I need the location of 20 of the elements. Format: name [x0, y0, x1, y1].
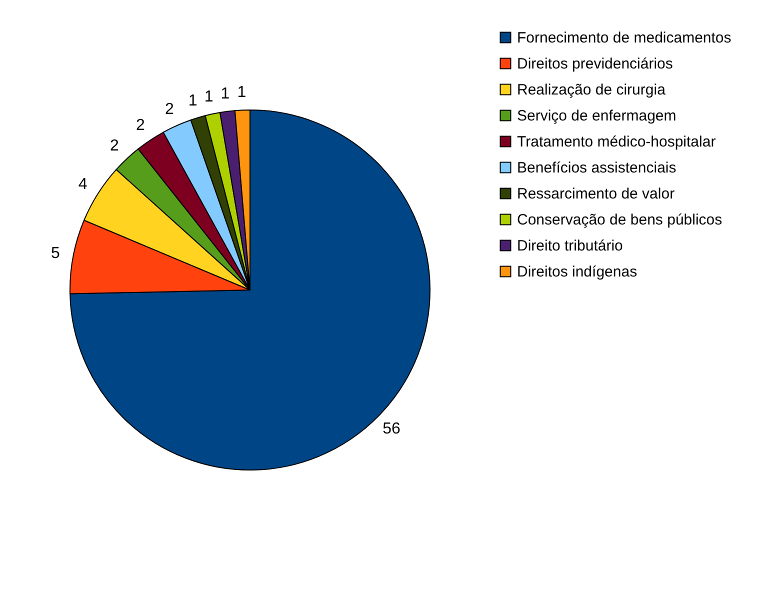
data-label: 1 [220, 86, 230, 103]
legend-label: Tratamento médico-hospitalar [517, 134, 716, 150]
data-label: 5 [51, 244, 60, 262]
legend-label: Direitos previdenciários [517, 56, 673, 72]
legend-label: Conservação de bens públicos [517, 212, 722, 228]
data-label: 1 [204, 88, 214, 106]
data-label: 2 [110, 138, 120, 155]
legend-label: Direito tributário [517, 238, 623, 254]
legend-label: Serviço de enfermagem [517, 108, 676, 124]
legend-label: Realização de cirurgia [517, 82, 666, 98]
legend-label: Direitos indígenas [517, 264, 638, 280]
data-label: 2 [136, 117, 145, 134]
legend-label: Benefícios assistenciais [517, 160, 676, 176]
data-label: 56 [382, 420, 400, 438]
data-label: 4 [78, 176, 88, 193]
legend-label: Fornecimento de medicamentos [517, 30, 732, 46]
legend-label: Ressarcimento de valor [517, 186, 675, 202]
data-label: 1 [237, 84, 246, 102]
data-label: 1 [188, 92, 198, 110]
data-label: 2 [165, 101, 174, 118]
